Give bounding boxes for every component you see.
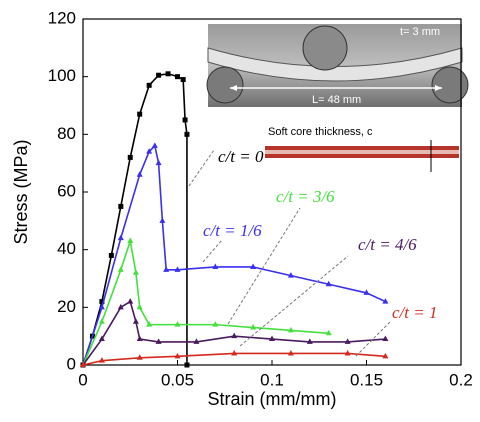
marker (325, 329, 332, 336)
marker (174, 321, 181, 327)
y-tick-label: 100 (48, 66, 76, 85)
marker (184, 131, 190, 137)
marker (184, 362, 190, 368)
marker (163, 266, 170, 272)
series-line (82, 144, 386, 366)
marker (127, 298, 134, 304)
series (80, 298, 389, 367)
y-tick-label: 40 (57, 239, 76, 258)
label-leader (202, 239, 223, 263)
marker (146, 82, 152, 88)
marker (250, 263, 257, 269)
marker (117, 266, 124, 272)
marker (99, 299, 105, 305)
marker (165, 71, 171, 77)
marker (344, 349, 351, 356)
series (80, 237, 332, 367)
y-tick-label: 120 (48, 8, 76, 27)
marker (212, 321, 219, 327)
marker (363, 289, 370, 295)
marker (98, 318, 105, 324)
label-leader (355, 321, 391, 357)
marker (250, 324, 257, 330)
series (80, 142, 389, 367)
inset-core: Soft core thickness, c (265, 126, 459, 172)
inset-label: L= 48 mm (312, 94, 361, 106)
marker (137, 111, 143, 117)
marker (231, 349, 238, 356)
series-label: c/t = 3/6 (276, 187, 335, 206)
marker (344, 338, 351, 344)
marker (382, 335, 389, 342)
marker (287, 272, 294, 278)
x-tick-label: 0.1 (260, 370, 284, 389)
marker (127, 154, 133, 160)
series-label: c/t = 1/6 (203, 221, 262, 240)
y-axis-label: Stress (MPa) (11, 139, 31, 244)
y-tick-label: 80 (57, 124, 76, 143)
inset-label: Soft core thickness, c (268, 126, 373, 138)
marker (146, 148, 153, 154)
marker (108, 252, 114, 258)
inset-photo: t= 3 mm L= 48 mm (206, 24, 469, 107)
x-tick-label: 0.05 (161, 370, 194, 389)
marker (180, 77, 186, 83)
marker (80, 361, 86, 367)
marker (306, 338, 313, 344)
x-tick-label: 0.2 (449, 370, 473, 389)
y-tick-label: 20 (57, 297, 76, 316)
marker (382, 298, 389, 304)
label-leader (239, 255, 349, 347)
marker (136, 171, 143, 177)
marker (98, 303, 105, 310)
marker (117, 303, 124, 310)
marker (182, 117, 188, 123)
y-tick-label: 60 (57, 181, 76, 200)
marker (146, 321, 153, 327)
marker (151, 142, 158, 148)
x-tick-label: 0 (78, 370, 87, 389)
marker (269, 335, 275, 342)
marker (117, 234, 124, 241)
series-label: c/t = 4/6 (358, 235, 417, 254)
marker (287, 349, 294, 356)
marker (287, 326, 294, 333)
series (80, 349, 389, 367)
marker (193, 338, 200, 344)
x-tick-label: 0.15 (350, 370, 383, 389)
series-line (82, 240, 329, 366)
marker (132, 269, 139, 275)
marker (231, 332, 238, 339)
series-label: c/t = 0 (218, 147, 264, 166)
y-tick-label: 0 (67, 354, 76, 373)
marker (156, 72, 162, 78)
marker (325, 280, 332, 287)
marker (136, 303, 143, 310)
marker (382, 352, 389, 359)
marker (127, 237, 134, 244)
plot-frame (82, 18, 462, 366)
marker (136, 354, 143, 360)
marker (155, 338, 162, 344)
marker (175, 74, 180, 80)
marker (132, 318, 139, 324)
label-leader (188, 149, 215, 187)
marker (155, 159, 162, 166)
series-line (82, 352, 386, 366)
marker (174, 352, 181, 359)
label-leader (227, 207, 301, 325)
inset-label: t= 3 mm (400, 26, 440, 38)
marker (136, 335, 143, 342)
x-axis-label: Strain (mm/mm) (208, 389, 337, 409)
marker (174, 266, 181, 272)
marker (98, 357, 105, 363)
marker (159, 217, 166, 223)
marker (98, 335, 105, 342)
marker (212, 263, 219, 269)
marker (118, 203, 124, 209)
series-label: c/t = 1 (392, 303, 437, 322)
